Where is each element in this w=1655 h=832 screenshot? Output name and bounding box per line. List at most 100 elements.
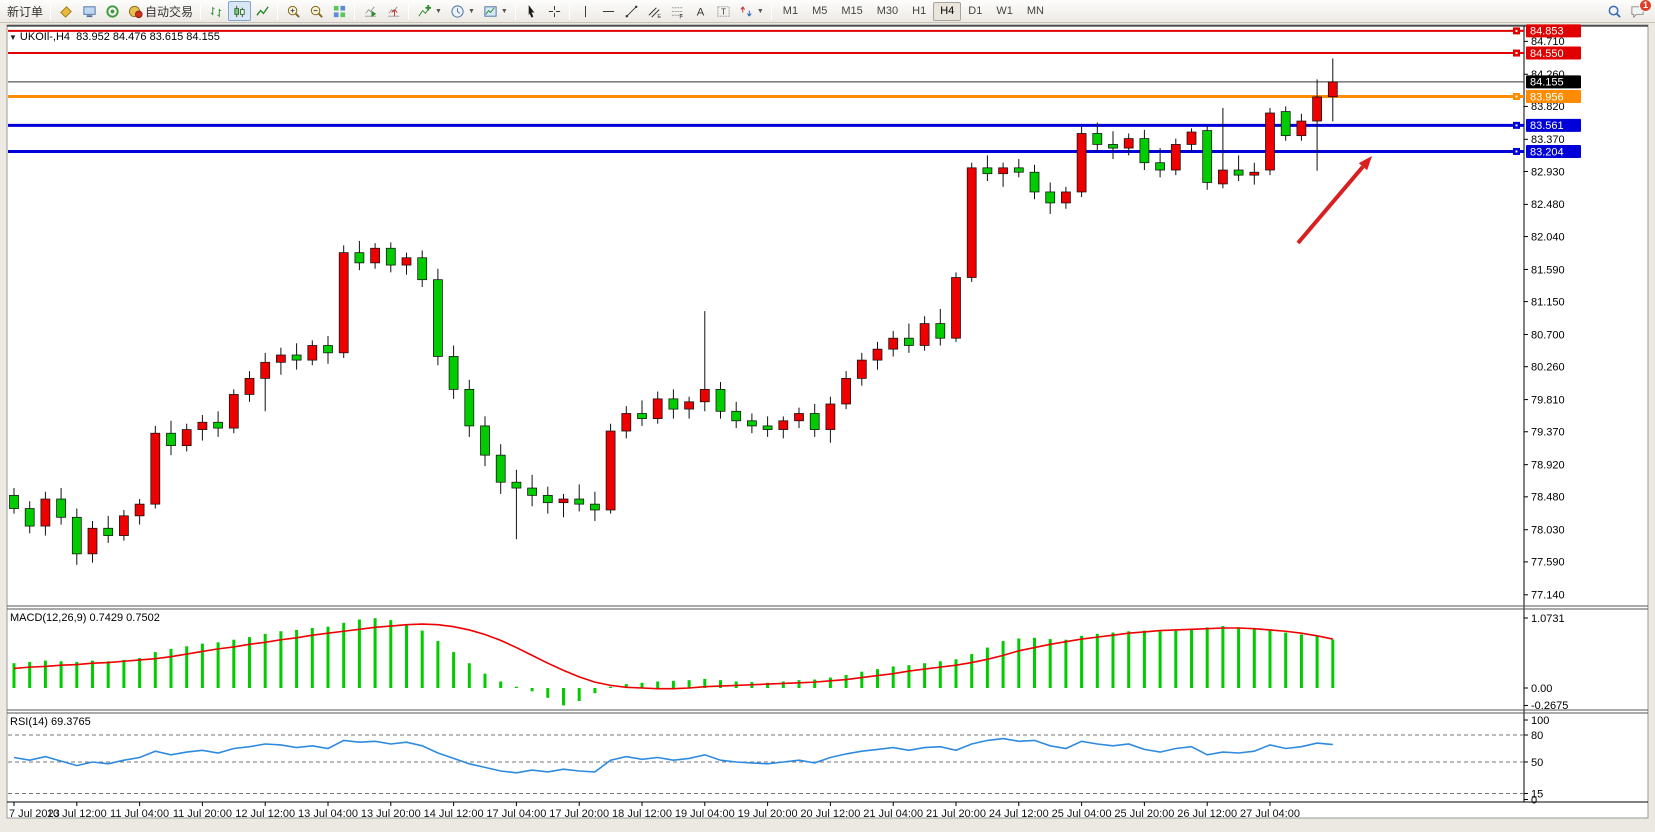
- macd-histogram-bar: [200, 643, 204, 688]
- macd-histogram-bar: [1048, 639, 1052, 688]
- bull-candle-body: [1076, 133, 1087, 193]
- timeframe-d1-button[interactable]: D1: [961, 2, 989, 21]
- time-axis-label: 13 Jul 20:00: [361, 808, 421, 820]
- bear-candle-body: [731, 410, 742, 422]
- price-tick-label: 82.930: [1531, 166, 1565, 178]
- macd-histogram-bar: [216, 642, 220, 688]
- text-label-button[interactable]: T: [712, 1, 735, 21]
- toolbar-right: 1: [1607, 0, 1652, 19]
- bear-candle-body: [1233, 169, 1244, 176]
- indicators-button[interactable]: ▼: [413, 1, 446, 21]
- dropdown-caret-icon[interactable]: ▼: [467, 7, 475, 15]
- hline-icon: [602, 10, 614, 12]
- periods-button[interactable]: ▼: [446, 1, 479, 21]
- crosshair-button[interactable]: [543, 1, 566, 21]
- bull-candle-body: [228, 394, 239, 429]
- candlestick-chart-button[interactable]: [228, 1, 252, 21]
- macd-histogram-bar: [766, 682, 770, 688]
- symbol-dropdown-icon[interactable]: ▼: [9, 33, 17, 42]
- macd-histogram-bar: [357, 619, 361, 688]
- timeframe-m1-button[interactable]: M1: [776, 2, 805, 21]
- bear-candle-body: [982, 167, 993, 175]
- timeframe-m30-button-label: M30: [876, 5, 899, 17]
- time-axis-label: 27 Jul 04:00: [1240, 808, 1300, 820]
- macd-histogram-bar: [1221, 626, 1225, 688]
- bear-candle-body: [417, 257, 428, 281]
- auto-scroll-button[interactable]: [359, 1, 382, 21]
- macd-histogram-bar: [781, 681, 785, 688]
- cursor-button[interactable]: [520, 1, 543, 21]
- timeframe-mn-button[interactable]: MN: [1020, 2, 1051, 21]
- macd-histogram-bar: [860, 671, 864, 688]
- macd-histogram-bar: [389, 620, 393, 688]
- bull-candle-body: [951, 277, 961, 339]
- bull-candle-body: [1061, 191, 1071, 204]
- timeframe-h1-button[interactable]: H1: [905, 2, 933, 21]
- arrow-object[interactable]: [1296, 156, 1372, 245]
- dropdown-caret-icon[interactable]: ▼: [500, 7, 508, 15]
- macd-histogram-bar: [719, 680, 722, 688]
- text-button[interactable]: A: [689, 1, 712, 21]
- fibonacci-button[interactable]: F: [666, 1, 689, 21]
- bear-candle-body: [590, 503, 600, 511]
- price-tick-label: 81.150: [1531, 296, 1565, 308]
- macd-histogram-bar: [985, 647, 989, 688]
- macd-histogram-bar: [1064, 639, 1068, 688]
- market-watch-button[interactable]: [55, 1, 78, 21]
- bull-candle-body: [558, 498, 569, 504]
- bear-candle-body: [1202, 130, 1213, 183]
- macd-signal-line: [13, 623, 1333, 690]
- timeframe-m15-button[interactable]: M15: [834, 2, 869, 21]
- equidistant-channel-button[interactable]: E: [643, 1, 666, 21]
- tile-windows-button[interactable]: [328, 1, 351, 21]
- search-button[interactable]: [1607, 4, 1622, 19]
- horizontal-line-button[interactable]: [597, 1, 620, 21]
- bull-candle-body: [87, 527, 98, 555]
- arrows-button[interactable]: ▼: [735, 1, 768, 21]
- macd-histogram-bar: [106, 661, 110, 688]
- bear-candle-body: [904, 337, 914, 346]
- dropdown-caret-icon[interactable]: ▼: [756, 7, 764, 15]
- timeframe-m30-button[interactable]: M30: [870, 2, 905, 21]
- autotrade-button[interactable]: 自动交易: [124, 1, 197, 21]
- timeframe-h4-button[interactable]: H4: [933, 1, 962, 21]
- bear-candle-body: [480, 425, 490, 456]
- notifications-button[interactable]: 1: [1630, 0, 1652, 19]
- bear-candle-body: [809, 413, 820, 430]
- price-tick-label: 80.260: [1531, 361, 1565, 373]
- bull-candle-body: [134, 503, 145, 517]
- templates-button[interactable]: ▼: [479, 1, 512, 21]
- dropdown-caret-icon[interactable]: ▼: [435, 7, 442, 15]
- bar-chart-button[interactable]: [205, 1, 228, 21]
- time-axis-label: 17 Jul 20:00: [549, 808, 609, 820]
- bear-candle-body: [762, 425, 773, 430]
- vertical-line-button[interactable]: [574, 1, 597, 21]
- macd-histogram-bar: [577, 688, 581, 702]
- trendline-button[interactable]: [620, 1, 643, 21]
- timeframe-m5-button[interactable]: M5: [805, 2, 834, 21]
- autotrade-icon: [128, 5, 143, 18]
- line-chart-button[interactable]: [251, 1, 274, 21]
- zoom-in-button[interactable]: [282, 1, 305, 21]
- zoom-out-icon: [310, 5, 323, 18]
- price-tick-label: 84.710: [1531, 36, 1565, 48]
- bull-candle-body: [919, 323, 930, 346]
- navigator-button[interactable]: [101, 1, 124, 21]
- bear-candle-body: [495, 454, 506, 483]
- shapes-icon: [740, 6, 752, 16]
- time-axis-label: 25 Jul 04:00: [1052, 808, 1112, 820]
- vline-icon: [584, 5, 586, 17]
- macd-histogram-bar: [923, 663, 927, 688]
- new-order-button[interactable]: 新订单: [3, 1, 47, 21]
- bull-candle-body: [888, 337, 899, 350]
- price-badge: [1526, 89, 1581, 103]
- macd-histogram-bar: [1268, 630, 1272, 688]
- bull-candle-body: [244, 378, 255, 395]
- zoom-out-button[interactable]: [305, 1, 328, 21]
- data-window-button[interactable]: [78, 1, 101, 21]
- clock-icon: [451, 4, 464, 18]
- macd-histogram-bar: [28, 661, 32, 688]
- timeframe-w1-button[interactable]: W1: [989, 2, 1020, 21]
- chart-shift-button[interactable]: [382, 1, 405, 21]
